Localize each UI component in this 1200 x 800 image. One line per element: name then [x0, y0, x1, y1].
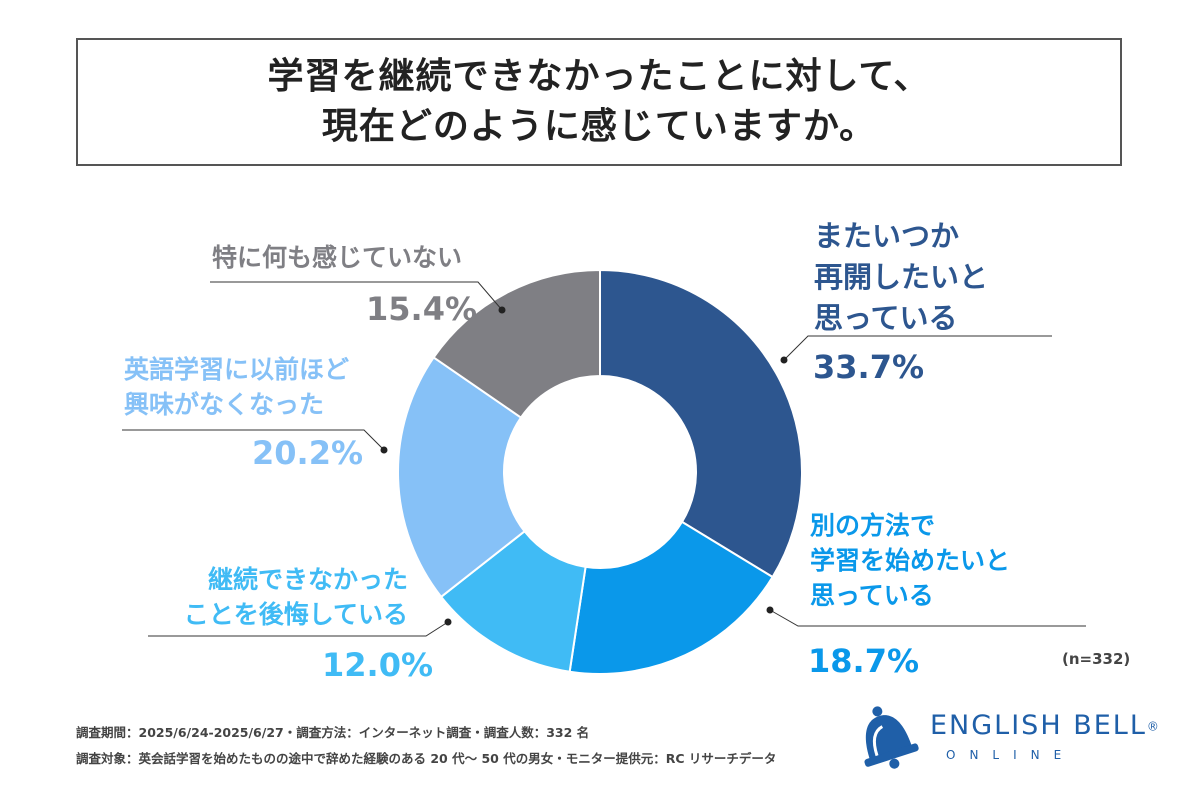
- slice-label-2: 継続できなかった ことを後悔している: [150, 562, 408, 632]
- title-line-2: 現在どのように感じていますか。: [321, 106, 877, 147]
- brand-registered-mark: ®: [1146, 719, 1161, 734]
- slice-label-0-line-2: 思っている: [814, 301, 958, 335]
- slice-value-2: 12.0%: [322, 646, 434, 684]
- bell-icon: [864, 706, 919, 769]
- slice-value-0: 33.7%: [813, 348, 925, 386]
- slice-label-1-line-0: 別の方法で: [810, 511, 936, 540]
- brand-sub: ONLINE: [946, 748, 1076, 762]
- leader-dot-0: [780, 356, 788, 364]
- leader-dot-4: [498, 306, 506, 314]
- brand-logo: ENGLISH BELL® ONLINE: [850, 700, 1159, 780]
- leader-dot-2: [444, 618, 452, 626]
- footer-line-1: 調査期間：2025/6/24-2025/6/27・調査方法：インターネット調査・…: [76, 725, 590, 740]
- slice-label-4: 特に何も感じていない: [212, 240, 462, 275]
- leader-line-1: [769, 609, 1086, 627]
- brand-name: ENGLISH BELL®: [930, 710, 1161, 741]
- slice-label-3-line-0: 英語学習に以前ほど: [124, 355, 350, 384]
- donut-slice-4: [432, 268, 601, 419]
- donut-slice-3: [397, 356, 526, 599]
- slice-label-1-line-1: 学習を始めたいと: [810, 546, 1011, 575]
- brand-name-text: ENGLISH BELL: [930, 710, 1147, 741]
- title-box: 学習を継続できなかったことに対して、 現在どのように感じていますか。: [76, 38, 1122, 166]
- slice-value-3: 20.2%: [252, 434, 364, 472]
- slice-label-0-line-0: またいつか: [814, 219, 960, 253]
- slice-label-2-line-1: ことを後悔している: [183, 600, 408, 629]
- leader-line-2: [148, 621, 449, 637]
- donut-slice-1: [568, 520, 774, 675]
- slice-value-1: 18.7%: [808, 642, 920, 680]
- slice-label-0-line-1: 再開したいと: [814, 260, 989, 294]
- sample-size-note: (n=332): [1062, 650, 1131, 668]
- leader-dot-1: [766, 606, 774, 614]
- leader-line-3: [122, 429, 385, 451]
- leader-line-0: [783, 335, 1052, 361]
- slice-label-4-line-0: 特に何も感じていない: [212, 243, 463, 272]
- slice-label-3: 英語学習に以前ほど 興味がなくなった: [124, 352, 349, 422]
- slice-value-4: 15.4%: [366, 290, 478, 328]
- leader-dot-3: [380, 446, 388, 454]
- leader-line-4: [210, 281, 503, 311]
- footer-line-2: 調査対象：英会話学習を始めたものの途中で辞めた経験のある 20 代〜 50 代の…: [76, 751, 777, 766]
- slice-label-1: 別の方法で 学習を始めたいと 思っている: [810, 508, 1010, 613]
- slice-label-1-line-2: 思っている: [810, 581, 934, 610]
- slice-label-0: またいつか 再開したいと 思っている: [814, 216, 988, 339]
- title-line-1: 学習を継続できなかったことに対して、: [267, 56, 931, 97]
- slice-label-3-line-1: 興味がなくなった: [124, 390, 325, 419]
- slice-label-2-line-0: 継続できなかった: [207, 565, 408, 594]
- donut-slice-0: [599, 268, 803, 579]
